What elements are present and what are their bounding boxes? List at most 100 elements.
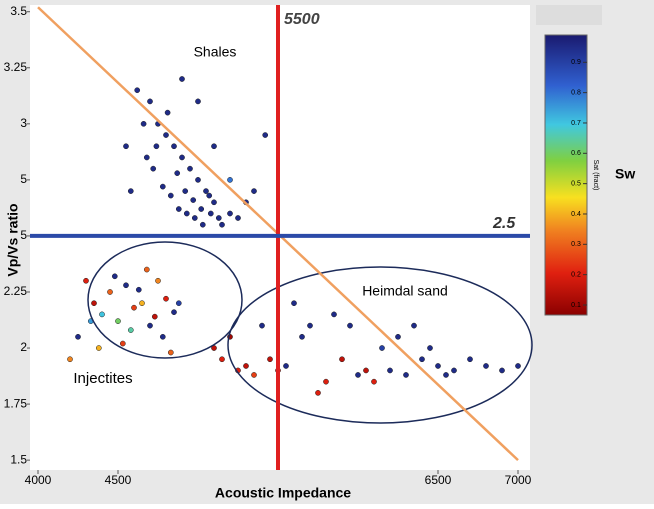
point (147, 98, 153, 105)
point (131, 304, 137, 311)
point (315, 390, 321, 396)
point (235, 215, 241, 221)
point (163, 295, 169, 302)
point (499, 367, 505, 374)
point (167, 192, 174, 199)
colorbar-tick-label: 0.5 (571, 180, 581, 187)
point (190, 197, 197, 203)
point (150, 165, 157, 172)
annotation: Injectites (73, 370, 132, 387)
point (107, 289, 113, 295)
point (191, 215, 198, 221)
point (467, 356, 473, 363)
y-tick-label: 1.75 (4, 396, 28, 410)
colorbar-tick-label: 0.7 (571, 120, 581, 127)
colorbar-tick-label: 0.9 (571, 59, 581, 66)
toolbar[interactable] (536, 5, 602, 25)
point (95, 345, 102, 351)
point (331, 311, 337, 318)
point (427, 345, 433, 351)
point (182, 188, 189, 194)
y-tick-label: 3.5 (10, 4, 27, 18)
colorbar-tick-label: 0.3 (571, 241, 581, 248)
point (206, 192, 213, 199)
point (67, 356, 73, 363)
injectites-ellipse (87, 241, 243, 359)
point (227, 177, 233, 183)
point (419, 356, 425, 363)
point (443, 372, 449, 378)
point (147, 322, 153, 329)
point (115, 318, 121, 324)
point (211, 143, 217, 150)
point (219, 221, 225, 228)
point (187, 165, 193, 172)
y-tick-label: 5 (20, 228, 27, 242)
colorbar-label: Sat (fract) (592, 160, 599, 191)
point (395, 333, 401, 340)
point (199, 221, 206, 228)
point (143, 266, 150, 273)
point (283, 363, 289, 369)
point (111, 273, 118, 280)
y-tick-label: 1.5 (10, 452, 27, 466)
point (355, 372, 361, 378)
point (171, 143, 177, 150)
colorbar-tick-label: 0.8 (571, 89, 581, 96)
point (123, 282, 129, 289)
point (251, 188, 257, 194)
x-tick-label: 4500 (105, 473, 132, 487)
annotation: Heimdal sand (362, 283, 448, 299)
point (371, 378, 377, 385)
point (143, 154, 150, 161)
point (139, 300, 145, 307)
point (163, 132, 169, 138)
point (379, 345, 385, 351)
colorbar-title: Sw (615, 166, 635, 182)
heimdal-ellipse (227, 266, 533, 424)
x-tick-label: 7000 (505, 473, 532, 487)
x-tick-label: 4000 (25, 473, 52, 487)
point (134, 87, 141, 94)
colorbar-tick-label: 0.6 (571, 150, 581, 157)
point (203, 188, 209, 194)
point (179, 76, 185, 82)
point (435, 363, 441, 369)
point (195, 177, 201, 183)
point (179, 154, 185, 161)
point (299, 333, 305, 340)
point (387, 367, 393, 374)
point (403, 372, 409, 378)
point (171, 309, 177, 316)
y-tick-label: 2.25 (4, 284, 28, 298)
y-axis-label: Vp/Vs ratio (5, 203, 21, 276)
point (207, 210, 214, 217)
reference-label: 2.5 (492, 215, 516, 232)
colorbar-tick-label: 0.4 (571, 211, 581, 218)
point (127, 188, 134, 194)
point (251, 372, 257, 378)
point (515, 363, 521, 369)
point (219, 356, 225, 363)
x-tick-label: 6500 (425, 473, 452, 487)
point (451, 367, 457, 374)
point (291, 300, 297, 307)
point (215, 215, 222, 221)
y-tick-label: 3.25 (4, 60, 28, 74)
point (159, 183, 166, 190)
point (155, 277, 161, 284)
point (75, 333, 81, 340)
point (259, 322, 265, 329)
point (267, 356, 273, 363)
colorbar-tick-label: 0.2 (571, 271, 581, 278)
point (167, 349, 174, 356)
y-tick-label: 2 (20, 340, 27, 354)
point (363, 367, 369, 374)
point (151, 313, 158, 320)
point (198, 206, 205, 212)
point (211, 199, 217, 206)
point (411, 322, 417, 329)
point (307, 322, 313, 329)
point (99, 311, 105, 318)
